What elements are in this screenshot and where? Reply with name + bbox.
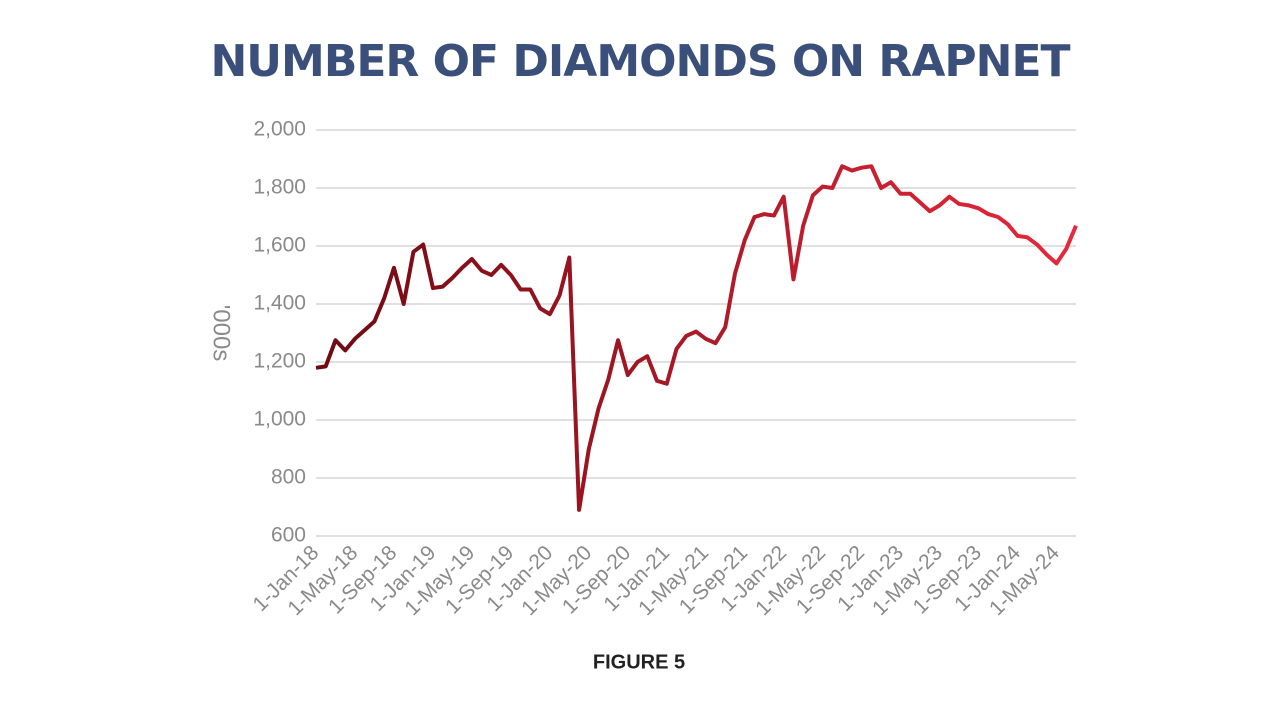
y-tick-label: 1,400 <box>253 292 306 315</box>
chart-title: NUMBER OF DIAMONDS ON RAPNET <box>210 36 1070 87</box>
y-tick-label: 2,000 <box>253 118 306 141</box>
y-tick-label: 1,000 <box>253 408 306 431</box>
caption: FIGURE 5 <box>593 651 685 673</box>
y-tick-label: 1,200 <box>253 350 306 373</box>
y-tick-label: 1,600 <box>253 234 306 257</box>
y-axis-label: '000s <box>208 305 235 362</box>
y-tick-label: 800 <box>271 466 306 489</box>
y-tick-label: 1,800 <box>253 176 306 199</box>
y-tick-label: 600 <box>271 524 306 547</box>
data-line <box>315 164 1078 512</box>
